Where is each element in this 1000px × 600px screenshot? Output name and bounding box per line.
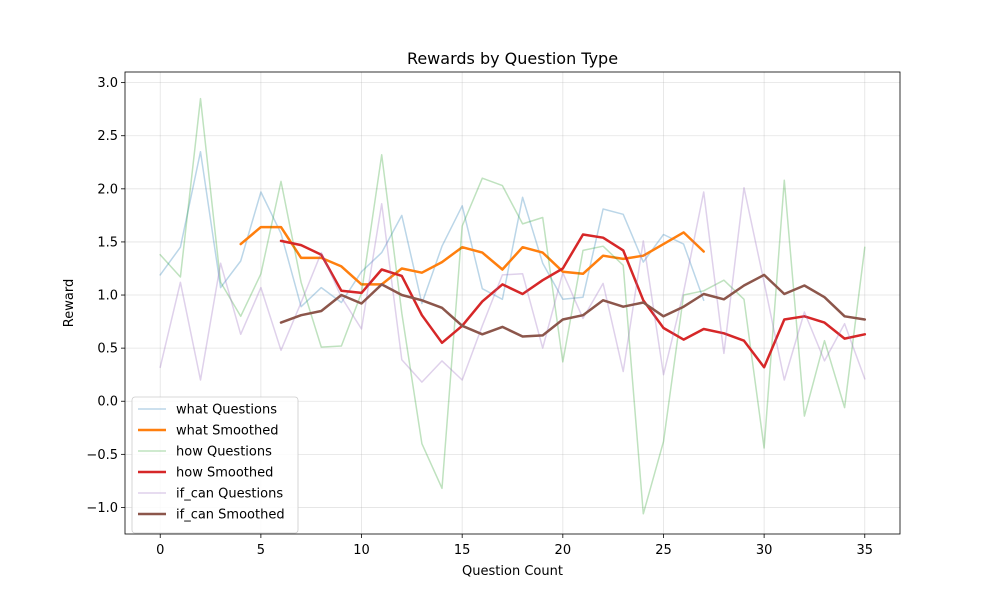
series-line-what-questions (159, 150, 705, 308)
legend-label: if_can Questions (176, 487, 283, 502)
y-tick-label: 2.0 (97, 182, 118, 197)
x-tick-label: 20 (555, 543, 572, 558)
series-line-how-smoothed (279, 233, 867, 369)
legend-label: how Questions (176, 445, 272, 460)
y-tick-label: 0.0 (97, 395, 118, 410)
x-tick-label: 30 (756, 543, 773, 558)
y-tick-label: 1.5 (97, 235, 118, 250)
y-tick-label: 0.5 (97, 342, 118, 357)
y-tick-label: 3.0 (97, 76, 118, 91)
y-axis-title: Reward (62, 279, 77, 327)
plot-frame (124, 71, 901, 535)
legend-box (131, 396, 299, 534)
series-line-if-can-questions (159, 187, 866, 383)
axis-ticks: 0 5 10 15 20 25 30 35 −1.0 −0.5 0.0 0.5 1.0 1.5 2.0 2.5… (86, 76, 873, 558)
x-tick-label: 5 (257, 543, 265, 558)
legend-label: what Smoothed (176, 424, 278, 439)
x-tick-label: 10 (353, 543, 370, 558)
y-tick-label: 1.0 (97, 289, 118, 304)
series-line-how-questions (159, 97, 866, 515)
y-tick-label: −0.5 (86, 448, 118, 463)
x-tick-label: 35 (856, 543, 873, 558)
legend-label: if_can Smoothed (176, 508, 285, 523)
x-tick-label: 25 (655, 543, 672, 558)
legend: what Questions what Smoothed how Questions… (131, 396, 299, 534)
legend-label: what Questions (176, 403, 277, 418)
y-tick-label: −1.0 (86, 501, 118, 516)
x-tick-label: 0 (156, 543, 164, 558)
series-lines (159, 97, 867, 515)
y-tick-label: 2.5 (97, 129, 118, 144)
x-axis-title: Question Count (462, 564, 563, 579)
chart-title: Rewards by Question Type (407, 49, 618, 68)
series-line-if-can-smoothed (279, 273, 867, 338)
legend-label: how Smoothed (176, 466, 273, 481)
x-tick-label: 15 (454, 543, 471, 558)
